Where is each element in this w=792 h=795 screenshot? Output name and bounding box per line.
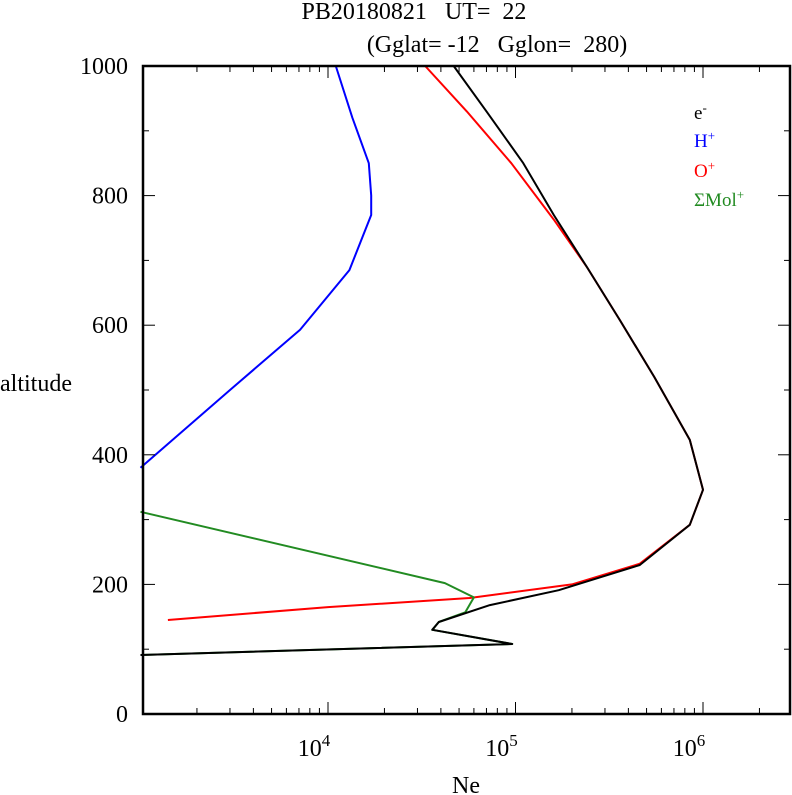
plot-frame — [141, 64, 792, 716]
x-tick-label: 104 — [298, 731, 331, 762]
y-tick-label: 1000 — [80, 54, 128, 80]
y-axis-label: altitude — [0, 371, 72, 397]
series-line-e — [140, 65, 704, 656]
series-line-H — [139, 65, 373, 469]
y-tick-labels: 0 200 400 600 800 1000 — [80, 54, 128, 728]
y-tick-label: 800 — [92, 184, 128, 210]
y-tick-label: 0 — [116, 702, 128, 728]
legend-entry-H: H+ — [694, 128, 715, 152]
y-tick-label: 400 — [92, 443, 128, 469]
legend-entry-O: O+ — [694, 158, 715, 182]
chart-title-line1: PB20180821 UT= 22 — [302, 0, 527, 25]
y-tick-label: 200 — [92, 572, 128, 598]
x-tick-label: 105 — [485, 731, 518, 762]
legend: e- H+ O+ ΣMol+ — [694, 100, 744, 211]
legend-entry-Mol: ΣMol+ — [694, 187, 744, 211]
y-tick-label: 600 — [92, 313, 128, 339]
ticks-layer — [143, 65, 790, 715]
chart-title-line2: (Gglat= -12 Gglon= 280) — [367, 32, 627, 58]
x-tick-labels: 104 105 106 — [298, 731, 706, 762]
legend-entry-e: e- — [694, 100, 707, 124]
x-axis-label: Ne — [452, 773, 480, 795]
series-layer — [139, 65, 704, 656]
x-tick-label: 106 — [673, 731, 706, 762]
